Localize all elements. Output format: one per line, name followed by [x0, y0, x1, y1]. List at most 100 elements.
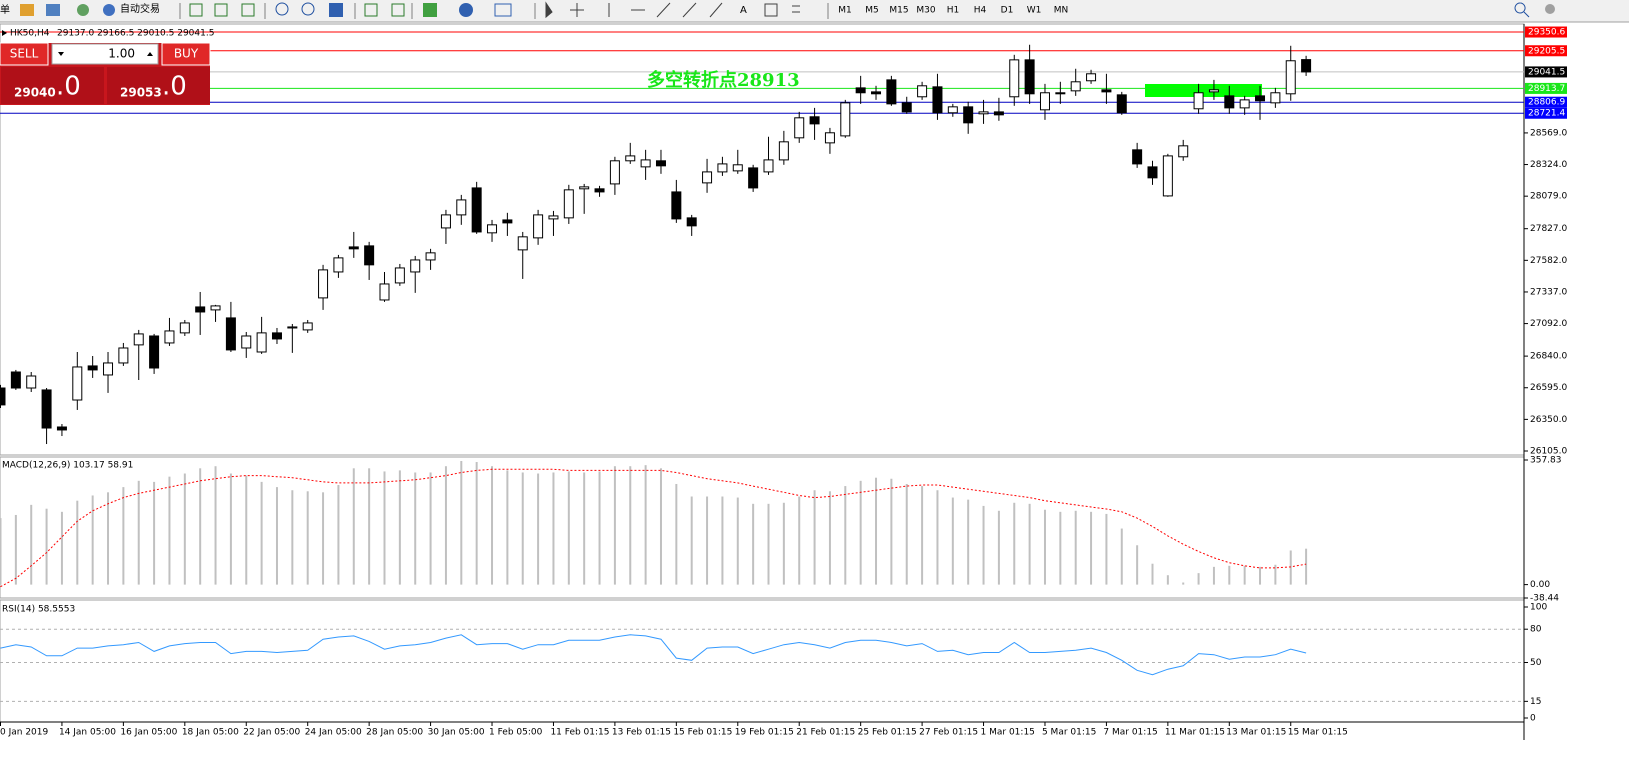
level-label-bg	[1525, 107, 1567, 119]
icon[interactable]	[103, 4, 115, 16]
candle-body	[594, 188, 605, 193]
y-tick-label: 27582.0	[1530, 256, 1567, 266]
buy-button[interactable]	[161, 42, 211, 66]
ask-fraction[interactable]: .0	[162, 72, 187, 102]
macd-bar	[122, 487, 125, 585]
timeframe-button[interactable]: M15	[889, 6, 908, 16]
macd-bar	[706, 496, 709, 585]
rsi-panel	[0, 599, 1525, 723]
candle-body	[809, 116, 820, 125]
macd-bar	[30, 504, 33, 585]
macd-bar	[921, 486, 924, 585]
timeframe-button[interactable]: W1	[1027, 6, 1042, 16]
candle-body	[87, 365, 98, 371]
x-tick-label: 25 Feb 01:15	[858, 728, 917, 738]
y-tick-label: 80	[1530, 625, 1542, 635]
timeframe-button[interactable]: M5	[865, 6, 879, 16]
macd-bar	[613, 466, 616, 585]
buy-price-box[interactable]	[107, 67, 210, 104]
candle-body	[855, 87, 866, 94]
macd-bar	[905, 483, 908, 585]
macd-bar	[291, 490, 294, 585]
candle-body	[517, 236, 528, 251]
x-tick-label: 18 Jan 05:00	[182, 728, 239, 738]
candle-body	[671, 191, 682, 220]
macd-bar	[398, 470, 401, 585]
sell-label[interactable]: SELL	[10, 47, 39, 61]
x-tick-label: 22 Jan 05:00	[243, 728, 300, 738]
macd-bar	[844, 486, 847, 585]
level-label-bg	[1525, 45, 1567, 57]
macd-bar	[245, 475, 248, 585]
candle-body	[0, 387, 6, 406]
y-tick-label: 50	[1530, 658, 1542, 668]
chart-tool-icons[interactable]	[189, 2, 512, 17]
candle-body	[1116, 94, 1127, 114]
macd-bar	[1243, 565, 1246, 585]
drawing-tool-icons[interactable]: A	[545, 1, 800, 19]
macd-label: MACD(12,26,9) 103.17 58.91	[2, 461, 133, 471]
y-tick-label: 28324.0	[1530, 160, 1567, 170]
sell-button[interactable]	[0, 42, 49, 66]
candle-body	[456, 199, 467, 216]
candle-body	[963, 106, 974, 124]
candle-body	[225, 317, 236, 351]
candle-body	[1239, 99, 1250, 109]
timeframe-button[interactable]: H4	[974, 6, 987, 16]
candle-body	[1070, 81, 1081, 92]
macd-bar	[1166, 575, 1169, 585]
timeframe-button[interactable]: H1	[947, 6, 960, 16]
icon[interactable]	[46, 4, 60, 16]
macd-bar	[352, 468, 355, 585]
trade-panel: SELL 1.00 BUY 29040 .0 29053 .0	[0, 42, 211, 105]
candle-body	[333, 257, 344, 273]
macd-bar	[521, 472, 524, 585]
icon[interactable]	[20, 4, 34, 16]
timeframe-button[interactable]: D1	[1001, 6, 1014, 16]
buy-label[interactable]: BUY	[174, 47, 199, 61]
macd-bar	[444, 466, 447, 585]
x-tick-label: 15 Mar 01:15	[1288, 728, 1348, 738]
icon[interactable]	[77, 4, 89, 16]
chat-icon[interactable]	[1545, 4, 1555, 14]
macd-bar	[1013, 502, 1016, 585]
candle-body	[103, 362, 114, 376]
level-label: 28806.9	[1528, 98, 1565, 108]
y-tick-label: 0.00	[1530, 580, 1550, 590]
candle-body	[686, 217, 697, 227]
timeframe-button[interactable]: M30	[916, 6, 935, 16]
candle-body	[318, 269, 329, 299]
macd-bar	[229, 473, 232, 585]
timeframe-button[interactable]: M1	[838, 6, 852, 16]
ask-price[interactable]: 29053	[120, 86, 162, 100]
candle-body	[271, 332, 282, 340]
macd-bar	[721, 496, 724, 585]
level-label-bg	[1525, 66, 1567, 78]
candle-body	[179, 322, 190, 334]
lot-value[interactable]: 1.00	[108, 47, 135, 61]
timeframe-button[interactable]: MN	[1054, 6, 1069, 16]
x-tick-label: 1 Feb 05:00	[489, 728, 543, 738]
macd-bar	[475, 462, 478, 585]
bid-fraction[interactable]: .0	[56, 72, 81, 102]
bid-price[interactable]: 29040	[14, 86, 56, 100]
x-tick-label: 28 Jan 05:00	[366, 728, 423, 738]
rsi-line	[0, 634, 1307, 676]
x-tick-label: 14 Jan 05:00	[59, 728, 116, 738]
search-icon[interactable]	[1514, 2, 1530, 18]
lot-input[interactable]	[51, 43, 159, 65]
macd-bar	[76, 500, 79, 585]
candle-body	[133, 333, 144, 346]
macd-bar	[567, 471, 570, 585]
macd-bar	[137, 480, 140, 585]
candle-body	[563, 189, 574, 219]
macd-bar	[429, 472, 432, 585]
candle-body	[195, 306, 206, 313]
menu-item[interactable]: 单	[0, 4, 10, 16]
auto-trading-button[interactable]: 自动交易	[120, 2, 160, 15]
macd-bar	[506, 470, 509, 585]
level-label-bg	[1525, 26, 1567, 38]
x-tick-label: 0 Jan 2019	[0, 728, 48, 738]
sell-price-box[interactable]	[1, 67, 104, 104]
